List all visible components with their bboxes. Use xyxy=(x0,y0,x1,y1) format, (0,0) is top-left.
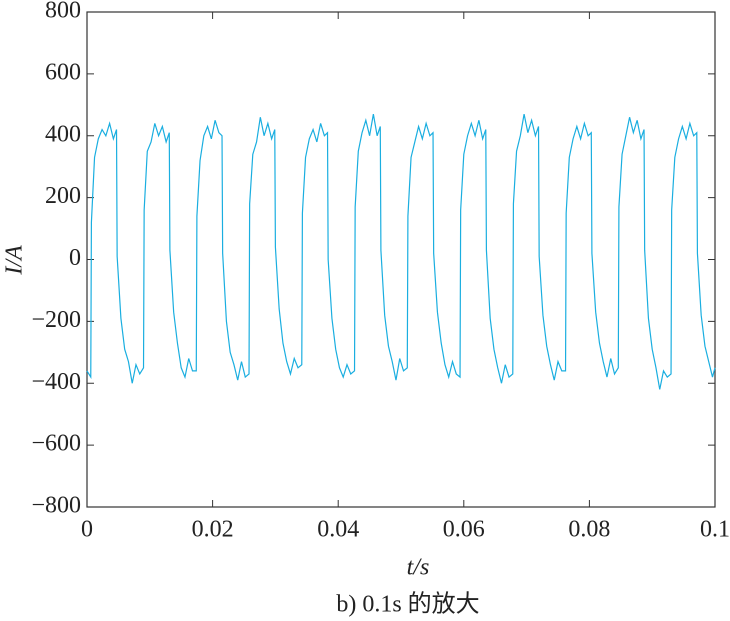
caption: b) 0.1s 的放大 xyxy=(336,591,479,618)
y-tick-label: −400 xyxy=(31,369,81,395)
y-tick-label: 400 xyxy=(45,121,81,147)
y-tick-label: 0 xyxy=(69,245,81,271)
y-tick-label: 800 xyxy=(45,0,81,24)
y-tick-label: −800 xyxy=(31,493,81,519)
plot-frame xyxy=(86,11,716,508)
x-axis-label: t/s xyxy=(407,555,430,581)
x-tick-label: 0.1 xyxy=(700,517,730,543)
x-tick-label: 0.02 xyxy=(192,517,234,543)
x-tick-label: 0 xyxy=(81,517,93,543)
y-tick-label: 600 xyxy=(45,59,81,85)
current-line xyxy=(86,113,716,390)
y-tick-label: 200 xyxy=(45,183,81,209)
y-tick-label: −600 xyxy=(31,431,81,457)
y-tick-label: −200 xyxy=(31,307,81,333)
x-tick-label: 0.08 xyxy=(568,517,610,543)
y-axis-label: I/A xyxy=(2,245,28,276)
x-tick-label: 0.06 xyxy=(443,517,485,543)
x-tick-label: 0.04 xyxy=(317,517,359,543)
